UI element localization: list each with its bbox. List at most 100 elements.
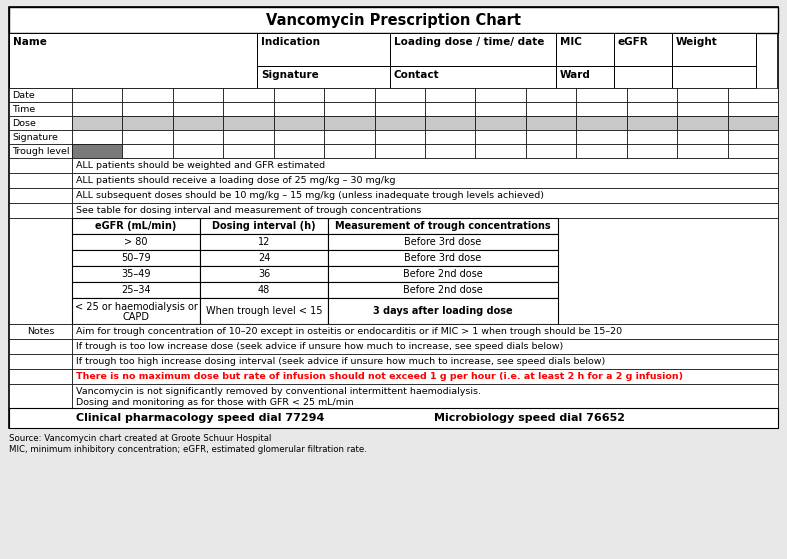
Bar — [72, 298, 200, 324]
Bar — [677, 116, 727, 130]
Bar — [526, 116, 576, 130]
Text: Source: Vancomycin chart created at Groote Schuur Hospital: Source: Vancomycin chart created at Groo… — [9, 434, 272, 443]
Bar — [173, 88, 224, 102]
Text: There is no maximum dose but rate of infusion should not exceed 1 g per hour (i.: There is no maximum dose but rate of inf… — [76, 372, 683, 381]
Bar — [9, 408, 778, 428]
Bar — [224, 116, 274, 130]
Bar — [9, 203, 72, 218]
Bar — [9, 33, 257, 88]
Text: CAPD: CAPD — [123, 312, 150, 322]
Bar — [425, 144, 475, 158]
Bar — [72, 384, 778, 408]
Text: eGFR (mL/min): eGFR (mL/min) — [95, 221, 177, 231]
Bar — [626, 102, 677, 116]
Text: ALL patients should receive a loading dose of 25 mg/kg – 30 mg/kg: ALL patients should receive a loading do… — [76, 176, 396, 185]
Text: Dose: Dose — [12, 119, 36, 127]
Text: 48: 48 — [258, 285, 270, 295]
Bar — [375, 144, 425, 158]
Bar — [72, 218, 200, 234]
Bar — [72, 282, 200, 298]
Bar — [727, 88, 778, 102]
Bar — [328, 234, 558, 250]
Text: MIC, minimum inhibitory concentration; eGFR, estimated glomerular filtration rat: MIC, minimum inhibitory concentration; e… — [9, 445, 367, 454]
Text: Signature: Signature — [12, 132, 58, 141]
Bar — [173, 130, 224, 144]
Text: 36: 36 — [258, 269, 270, 279]
Bar — [9, 369, 72, 384]
Text: Before 2nd dose: Before 2nd dose — [403, 269, 483, 279]
Bar — [9, 188, 72, 203]
Text: Vancomycin is not significantly removed by conventional intermittent haemodialys: Vancomycin is not significantly removed … — [76, 387, 481, 396]
Bar — [9, 144, 72, 158]
Bar — [9, 7, 778, 428]
Bar — [9, 384, 72, 408]
Text: Signature: Signature — [261, 70, 319, 80]
Bar — [672, 33, 756, 66]
Bar — [390, 66, 556, 88]
Bar — [526, 88, 576, 102]
Text: ALL patients should be weighted and GFR estimated: ALL patients should be weighted and GFR … — [76, 161, 325, 170]
Text: Before 3rd dose: Before 3rd dose — [405, 253, 482, 263]
Text: Dosing and monitoring as for those with GFR < 25 mL/min: Dosing and monitoring as for those with … — [76, 398, 353, 407]
Bar — [173, 102, 224, 116]
Bar — [9, 158, 72, 173]
Bar — [274, 102, 324, 116]
Bar — [614, 66, 672, 88]
Text: When trough level < 15: When trough level < 15 — [205, 306, 322, 316]
Bar — [727, 102, 778, 116]
Text: Notes: Notes — [27, 327, 54, 336]
Bar — [200, 266, 328, 282]
Bar — [558, 218, 778, 324]
Bar — [200, 234, 328, 250]
Bar — [328, 282, 558, 298]
Bar — [274, 144, 324, 158]
Bar — [727, 116, 778, 130]
Bar — [626, 144, 677, 158]
Bar — [72, 266, 200, 282]
Bar — [727, 130, 778, 144]
Bar — [72, 88, 123, 102]
Bar — [72, 158, 778, 173]
Text: Before 3rd dose: Before 3rd dose — [405, 237, 482, 247]
Text: 35–49: 35–49 — [121, 269, 151, 279]
Bar — [173, 144, 224, 158]
Bar — [526, 130, 576, 144]
Bar — [556, 66, 614, 88]
Bar — [324, 130, 375, 144]
Bar — [425, 102, 475, 116]
Bar — [390, 33, 556, 66]
Bar — [614, 33, 672, 66]
Bar — [123, 88, 173, 102]
Bar — [200, 250, 328, 266]
Bar — [224, 102, 274, 116]
Bar — [123, 116, 173, 130]
Bar — [328, 298, 558, 324]
Text: Before 2nd dose: Before 2nd dose — [403, 285, 483, 295]
Bar — [475, 88, 526, 102]
Text: Time: Time — [12, 105, 35, 113]
Bar — [72, 234, 200, 250]
Text: Trough level: Trough level — [12, 146, 69, 155]
Bar — [72, 173, 778, 188]
Text: 25–34: 25–34 — [121, 285, 151, 295]
Text: Weight: Weight — [676, 37, 718, 47]
Bar — [72, 188, 778, 203]
Text: Vancomycin Prescription Chart: Vancomycin Prescription Chart — [266, 12, 521, 27]
Text: eGFR: eGFR — [618, 37, 648, 47]
Bar — [526, 102, 576, 116]
Text: Contact: Contact — [394, 70, 440, 80]
Text: 24: 24 — [258, 253, 270, 263]
Bar — [274, 130, 324, 144]
Bar — [475, 116, 526, 130]
Bar — [72, 102, 123, 116]
Bar — [425, 116, 475, 130]
Bar — [9, 7, 778, 33]
Bar — [72, 339, 778, 354]
Bar — [677, 130, 727, 144]
Bar — [324, 88, 375, 102]
Text: If trough too high increase dosing interval (seek advice if unsure how much to i: If trough too high increase dosing inter… — [76, 357, 605, 366]
Bar — [526, 144, 576, 158]
Bar — [672, 66, 756, 88]
Bar — [576, 130, 626, 144]
Text: Dosing interval (h): Dosing interval (h) — [212, 221, 316, 231]
